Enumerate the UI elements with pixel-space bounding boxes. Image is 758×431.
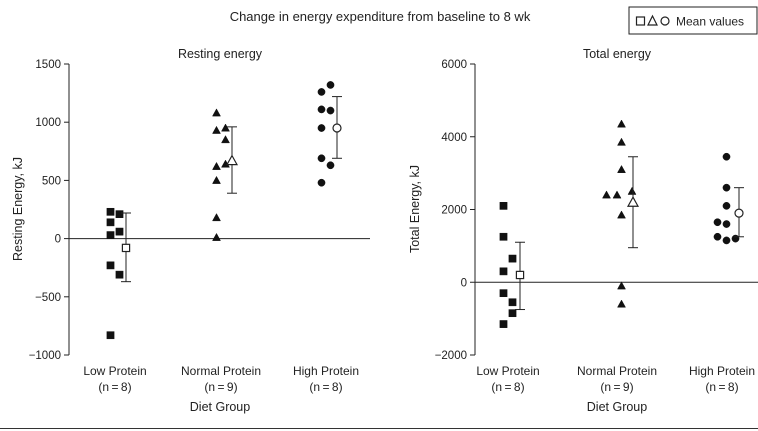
y-tick-label: 1000 <box>35 117 61 129</box>
data-point <box>731 234 740 243</box>
data-point <box>106 207 115 216</box>
data-point <box>617 281 626 290</box>
data-point <box>317 154 326 163</box>
total-energy-panel: Total energy −2000 0 2000 4000 6000 Total Ener… <box>408 47 758 414</box>
data-point <box>212 232 221 241</box>
category-label: Low Protein <box>476 364 539 378</box>
data-point <box>617 119 626 128</box>
y-tick-label: −2000 <box>435 350 467 362</box>
data-point <box>499 267 508 276</box>
mean-marker <box>225 154 239 166</box>
data-point <box>713 232 722 241</box>
data-point <box>722 202 731 210</box>
data-point <box>617 299 626 308</box>
data-point <box>326 161 335 170</box>
category-n-label: (n = 8) <box>98 380 131 394</box>
data-point <box>317 178 326 187</box>
category-n-label: (n = 9) <box>204 380 237 394</box>
mean-marker <box>515 270 525 280</box>
mean-marker <box>626 195 640 207</box>
y-tick-label: 4000 <box>441 132 467 144</box>
data-point <box>221 135 230 144</box>
data-point <box>212 213 221 222</box>
figure-title: Change in energy expenditure from baseli… <box>230 9 531 24</box>
category-n-label: (n = 8) <box>705 380 738 394</box>
y-tick-label: −500 <box>35 292 61 304</box>
data-point <box>612 190 622 199</box>
data-point <box>499 202 508 210</box>
category-label: Low Protein <box>83 364 146 378</box>
data-point <box>722 152 731 161</box>
data-point <box>713 218 722 227</box>
data-point <box>326 106 335 115</box>
y-tick-label: 1500 <box>35 59 61 71</box>
y-tick-label: 0 <box>55 234 61 246</box>
data-point <box>326 81 335 89</box>
data-point <box>617 137 626 146</box>
legend-circle-icon <box>660 16 670 26</box>
data-point <box>627 186 637 195</box>
data-point <box>317 88 326 96</box>
y-tick-label: −1000 <box>29 350 61 362</box>
resting-energy-panel: Resting energy −1000 −500 0 500 1000 1500 Resti… <box>11 47 370 414</box>
data-point <box>212 175 221 184</box>
panel-title: Total energy <box>583 47 652 61</box>
category-n-label: (n = 8) <box>309 380 342 394</box>
data-point <box>602 190 611 199</box>
data-point <box>617 164 626 173</box>
data-point <box>115 210 124 219</box>
panel-title: Resting energy <box>178 47 263 61</box>
data-point <box>212 108 221 117</box>
y-axis-label: Resting Energy, kJ <box>11 157 25 261</box>
legend-triangle-icon <box>647 14 658 26</box>
data-point <box>499 232 508 241</box>
data-point <box>106 331 115 340</box>
x-axis-label: Diet Group <box>190 400 250 414</box>
data-point <box>221 123 230 132</box>
mean-marker <box>121 243 131 253</box>
category-label: Normal Protein <box>577 364 657 378</box>
legend-label: Mean values <box>676 15 744 29</box>
data-point <box>317 124 326 132</box>
data-point <box>212 125 221 134</box>
mean-marker <box>734 208 744 218</box>
data-point <box>617 210 626 219</box>
category-n-label: (n = 9) <box>600 380 633 394</box>
data-point <box>508 254 517 263</box>
mean-marker <box>332 123 342 133</box>
data-point <box>212 161 221 170</box>
data-point <box>722 236 731 245</box>
y-tick-label: 6000 <box>441 59 467 71</box>
category-n-label: (n = 8) <box>491 380 524 394</box>
legend: Mean values <box>628 6 758 35</box>
data-point <box>317 105 326 114</box>
data-point <box>115 227 124 236</box>
data-point <box>508 298 517 307</box>
data-point <box>499 289 508 298</box>
y-tick-label: 0 <box>461 277 467 289</box>
data-point <box>508 309 517 318</box>
legend-square-icon <box>635 16 646 26</box>
category-label: High Protein <box>689 364 755 378</box>
data-point <box>722 220 731 228</box>
data-point <box>115 270 124 279</box>
y-tick-label: 2000 <box>441 205 467 217</box>
data-point <box>499 320 508 328</box>
category-label: High Protein <box>293 364 359 378</box>
y-tick-label: 500 <box>42 175 61 187</box>
data-point <box>106 261 115 270</box>
data-point <box>106 218 115 227</box>
data-point <box>106 231 115 239</box>
y-axis-label: Total Energy, kJ <box>408 165 422 253</box>
x-axis-label: Diet Group <box>587 400 647 414</box>
category-label: Normal Protein <box>181 364 261 378</box>
data-point <box>722 183 731 192</box>
